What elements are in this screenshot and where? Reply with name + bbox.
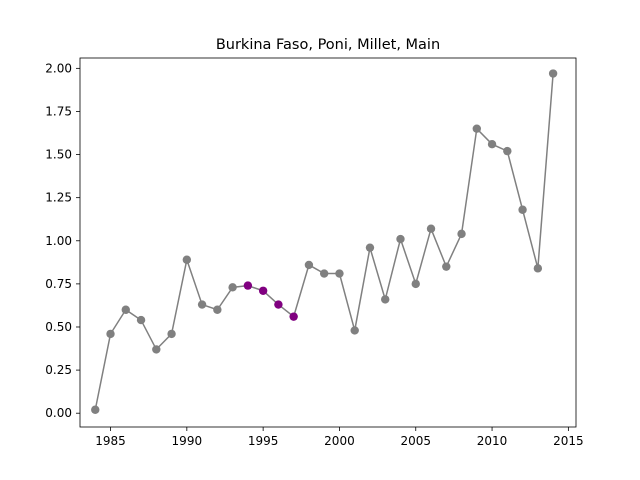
data-point (411, 279, 420, 289)
data-point (533, 264, 543, 273)
highlighted-data-point (289, 312, 298, 321)
data-point (319, 269, 329, 278)
x-tick-label: 1985 (95, 434, 126, 448)
y-tick-label: 1.75 (45, 104, 72, 118)
data-point (121, 305, 130, 314)
highlighted-data-point (274, 300, 283, 309)
x-tick-label: 2010 (477, 434, 508, 448)
data-point (396, 234, 405, 244)
x-tick-label: 2000 (324, 434, 355, 448)
data-point (136, 315, 146, 325)
y-tick-label: 0.25 (45, 363, 72, 377)
chart-title: Burkina Faso, Poni, Millet, Main (216, 37, 440, 53)
data-point (91, 405, 100, 414)
data-point (335, 269, 344, 278)
data-point (503, 146, 512, 156)
y-tick-label: 0.75 (45, 277, 72, 291)
data-point (365, 243, 375, 252)
data-point (442, 262, 451, 271)
y-tick-label: 1.25 (45, 191, 72, 205)
data-point (548, 69, 558, 78)
plot-marks (91, 69, 558, 414)
highlighted-data-point (258, 286, 268, 295)
series-line (94, 73, 554, 410)
data-point (518, 205, 527, 214)
data-point (213, 305, 222, 314)
y-tick-label: 1.50 (45, 148, 72, 162)
data-point (304, 260, 314, 270)
x-tick-label: 1995 (248, 434, 279, 448)
data-point (167, 329, 176, 339)
y-tick-label: 0.50 (45, 320, 72, 334)
data-point (182, 255, 192, 264)
y-tick-label: 1.00 (45, 234, 72, 248)
x-tick-label: 2015 (553, 434, 584, 448)
data-point (152, 345, 161, 354)
data-point (472, 124, 481, 133)
x-tick-label: 1990 (172, 434, 203, 448)
data-point (487, 140, 497, 149)
data-point (228, 283, 237, 292)
y-tick-label: 0.00 (45, 406, 72, 420)
data-point (106, 329, 115, 339)
highlighted-data-point (243, 281, 253, 290)
data-point (350, 326, 359, 335)
data-point (381, 295, 390, 304)
y-tick-label: 2.00 (45, 61, 72, 75)
axes: 1985 1990 1995 2000 2005 2010 2015 0.00 0.25 0.50… (45, 57, 584, 448)
plot-frame (79, 57, 577, 428)
x-tick-label: 2005 (400, 434, 431, 448)
data-point (426, 224, 436, 233)
data-point (457, 229, 466, 239)
data-point (197, 300, 207, 309)
